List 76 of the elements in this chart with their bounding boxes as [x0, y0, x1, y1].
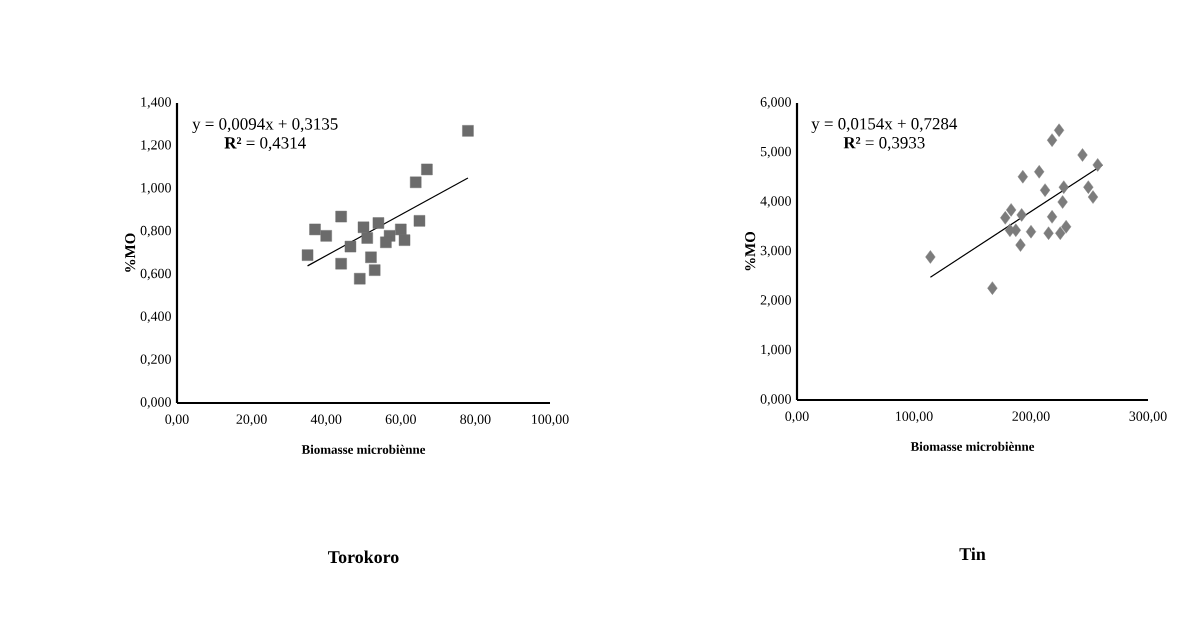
point	[372, 217, 385, 229]
point	[1034, 165, 1045, 179]
annotation: R² = 0,4314	[224, 137, 306, 151]
point	[1083, 180, 1094, 194]
y-axis-title: %MO	[125, 233, 136, 272]
point	[380, 236, 392, 248]
point	[369, 264, 381, 276]
y-tick-label: 1,000	[141, 183, 171, 195]
point	[987, 281, 998, 295]
x-axis-title: Biomasse microbiènne	[301, 444, 426, 454]
point	[335, 258, 347, 270]
x-tick-label: 0,00	[785, 411, 809, 423]
x-tick-label: 60,00	[385, 414, 416, 426]
x-axis-title: Biomasse microbiènne	[910, 441, 1035, 451]
y-axis-title: %MO	[745, 231, 756, 271]
point	[1039, 183, 1051, 197]
point	[1017, 170, 1028, 184]
y-tick-label: 1,200	[141, 140, 171, 152]
point	[1006, 203, 1017, 217]
annotation: y = 0,0154x + 0,7284	[811, 118, 958, 133]
point	[1047, 133, 1058, 147]
x-tick-label: 300,00	[1129, 411, 1167, 423]
y-tick-label: 6,000	[760, 97, 791, 109]
point	[421, 163, 433, 176]
y-tick-label: 0,600	[140, 268, 171, 281]
point	[1054, 123, 1065, 137]
y-tick-label: 0,000	[760, 394, 791, 406]
y-tick-label: 4,000	[760, 196, 791, 208]
point	[462, 125, 474, 137]
point	[335, 210, 347, 223]
x-tick-label: 200,00	[1012, 411, 1050, 423]
point	[309, 223, 321, 236]
point	[1047, 210, 1058, 224]
point	[925, 250, 936, 264]
y-tick-label: 0,000	[140, 397, 171, 409]
y-tick-label: 0,200	[140, 354, 171, 366]
x-tick-label: 40,00	[310, 414, 342, 426]
point	[1058, 180, 1069, 194]
x-tick-label: 100,00	[532, 414, 569, 426]
point	[1077, 148, 1088, 162]
point	[395, 223, 407, 236]
point	[1092, 158, 1103, 172]
point	[413, 215, 426, 227]
y-tick-label: 1,400	[141, 97, 171, 109]
point	[344, 240, 357, 253]
y-tick-label: 1,000	[761, 344, 791, 357]
point	[1087, 190, 1099, 204]
point	[1000, 211, 1011, 225]
x-tick-label: 100,00	[896, 411, 933, 423]
point	[1016, 208, 1027, 222]
text: Torokoro	[328, 550, 399, 564]
x-tick-label: 20,00	[236, 414, 267, 426]
point	[1043, 226, 1054, 240]
point	[361, 232, 373, 244]
point	[354, 273, 366, 285]
y-tick-label: 0,400	[140, 311, 171, 323]
point	[1057, 195, 1068, 209]
point	[410, 176, 422, 188]
x-tick-label: 0,00	[165, 414, 189, 426]
text: Tin	[959, 547, 986, 560]
point	[1015, 238, 1026, 252]
point	[398, 234, 411, 246]
point	[301, 249, 314, 261]
y-tick-label: 2,000	[760, 295, 791, 307]
y-tick-label: 0,800	[140, 225, 171, 238]
point	[357, 221, 370, 233]
x-tick-label: 80,00	[460, 414, 491, 426]
y-tick-label: 5,000	[760, 146, 791, 159]
annotation: R² = 0,3933	[843, 136, 925, 151]
point	[320, 230, 332, 242]
annotation: y = 0,0094x + 0,3135	[192, 118, 338, 134]
point	[1061, 220, 1072, 234]
point	[1025, 225, 1037, 239]
point	[365, 251, 377, 263]
y-tick-label: 3,000	[760, 245, 791, 258]
point	[1055, 226, 1066, 240]
